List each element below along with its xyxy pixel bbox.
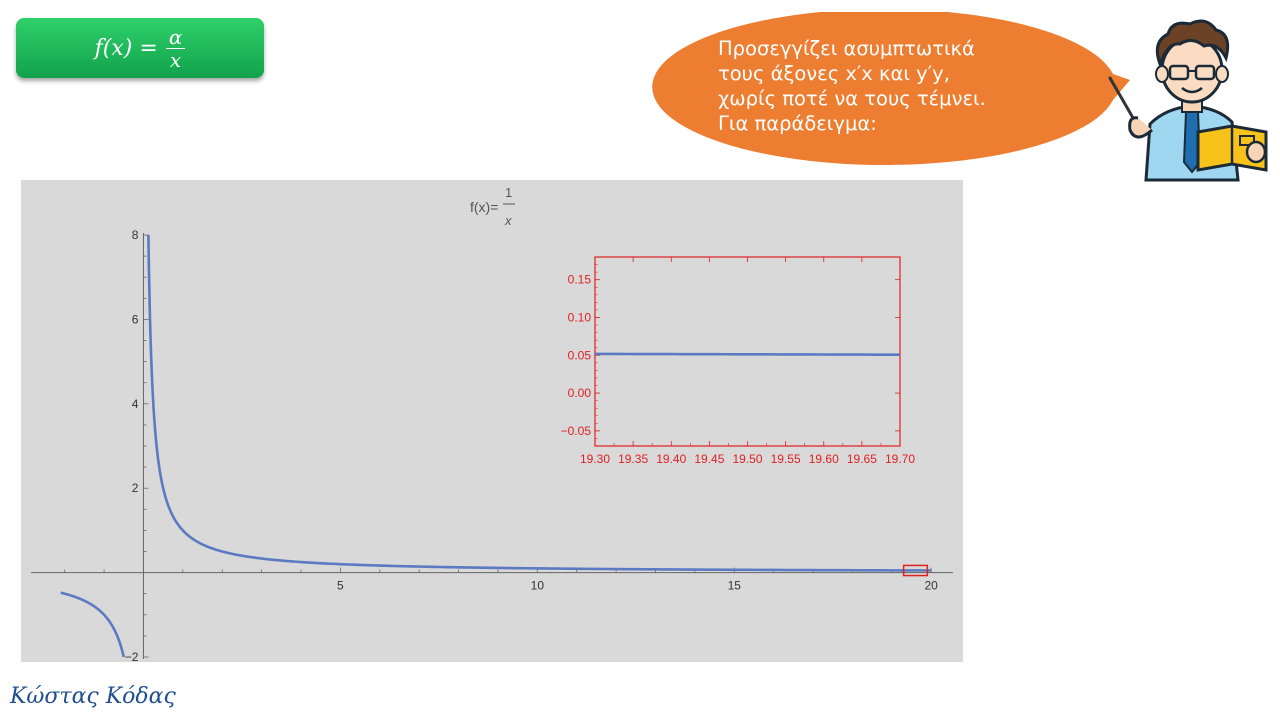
inset-x-tick-label: 19.30 — [580, 452, 610, 466]
inset-curve-line — [594, 352, 901, 356]
speech-bubble — [652, 12, 1130, 165]
inset-curve — [594, 352, 901, 356]
formula-lhs: f(x) = — [94, 35, 158, 61]
author-signature: Κώστας Κόδας — [10, 684, 176, 709]
curve-branch — [60, 591, 126, 658]
speech-bubble-shape — [652, 12, 1130, 165]
formula-numerator: α — [165, 26, 186, 49]
teacher-hair — [1155, 19, 1230, 69]
x-tick-label: 20 — [925, 579, 939, 593]
inset-x-tick-label: 19.40 — [656, 452, 686, 466]
main-curves — [60, 234, 932, 658]
inset-axes: 19.30 19.35 19.40 19.45 19.50 19.55 19.60 19.65… — [561, 257, 915, 466]
formula-box: f(x) = α x — [16, 18, 264, 78]
x-tick-label: 10 — [531, 579, 545, 593]
inset-x-tick-label: 19.60 — [809, 452, 839, 466]
plot-title: f(x)= 1 x — [470, 185, 515, 228]
inset-x-tick-label: 19.65 — [847, 452, 877, 466]
y-tick-label: −2 — [125, 650, 139, 662]
inset-x-tick-label: 19.70 — [885, 452, 915, 466]
teacher-arm — [1128, 116, 1153, 139]
speech-line: Για παράδειγμα: — [718, 112, 877, 135]
formula-fraction: α x — [165, 26, 186, 72]
teacher-illustration — [1108, 19, 1268, 182]
zoom-highlight-box — [902, 564, 929, 577]
x-tick-label: 15 — [728, 579, 742, 593]
curve-branch — [147, 234, 932, 572]
inset-y-tick-label: −0.05 — [561, 424, 592, 438]
inset-y-tick-label: 0.00 — [568, 386, 592, 400]
y-tick-label: 2 — [132, 481, 139, 495]
plot-title-lhs: f(x)= — [470, 199, 498, 215]
plot-title-numerator: 1 — [505, 185, 512, 200]
main-axes: 5 10 15 20 −2 2 4 6 8 — [31, 228, 953, 662]
y-tick-label: 8 — [132, 228, 139, 242]
inset-y-tick-label: 0.10 — [568, 310, 592, 324]
inset-y-tick-label: 0.15 — [568, 273, 592, 287]
speech-line: Προσεγγίζει ασυμπτωτικά — [718, 37, 975, 60]
inset-frame — [594, 256, 901, 447]
speech-line: χωρίς ποτέ να τους τέμνει. — [718, 87, 986, 110]
plot-title-denominator: x — [504, 213, 512, 228]
speech-line: τους άξονες x′x και y′y, — [718, 62, 950, 85]
y-tick-label: 4 — [132, 397, 139, 411]
inset-x-tick-label: 19.45 — [694, 452, 724, 466]
inset-plot: 19.30 19.35 19.40 19.45 19.50 19.55 19.60 19.65… — [561, 256, 915, 466]
x-tick-label: 5 — [337, 579, 344, 593]
formula-denominator: x — [169, 47, 182, 72]
inset-x-tick-label: 19.35 — [618, 452, 648, 466]
inset-y-tick-label: 0.05 — [568, 348, 592, 362]
y-tick-label: 6 — [132, 312, 139, 326]
inset-x-tick-label: 19.50 — [732, 452, 762, 466]
main-highlight — [902, 564, 929, 577]
inset-x-tick-label: 19.55 — [771, 452, 801, 466]
speech-bubble-text: Προσεγγίζει ασυμπτωτικά τους άξονες x′x … — [718, 36, 1028, 136]
